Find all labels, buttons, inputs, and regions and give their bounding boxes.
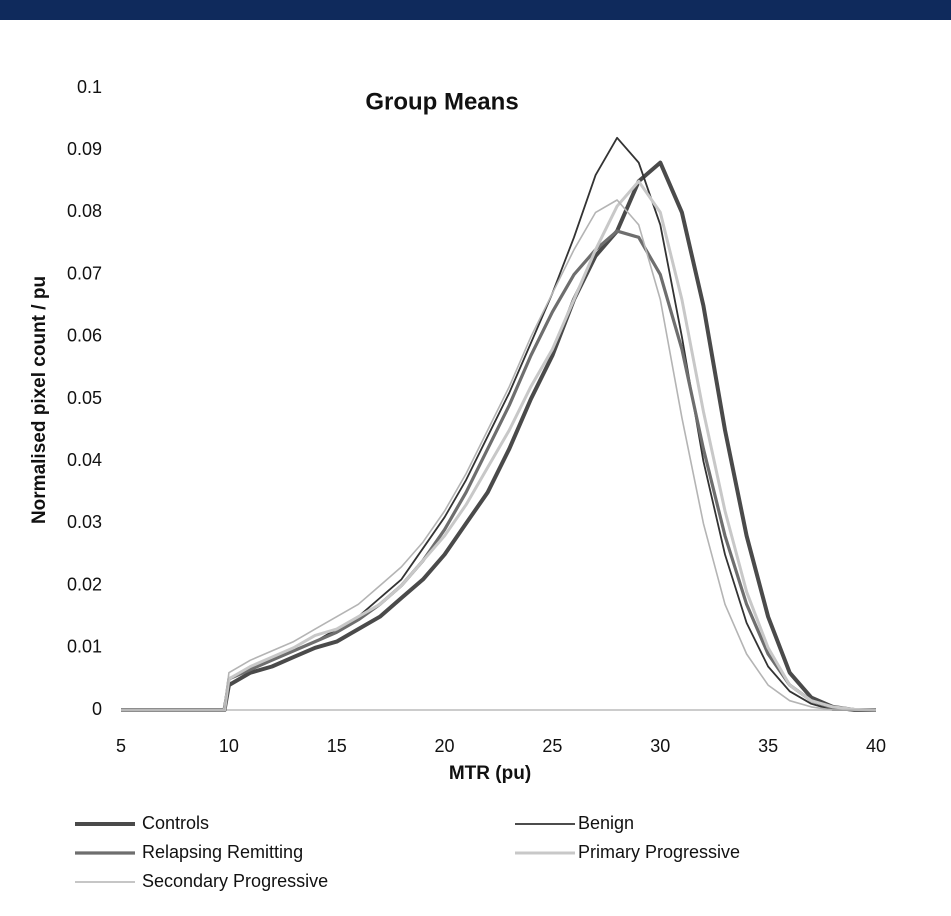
y-tick-label: 0.06 — [67, 326, 102, 346]
x-tick-label: 20 — [435, 736, 455, 756]
legend-label: Benign — [578, 813, 634, 833]
y-tick-label: 0.07 — [67, 263, 102, 283]
y-axis-title: Normalised pixel count / pu — [29, 276, 50, 524]
series-line — [121, 160, 876, 712]
series-line — [121, 179, 877, 712]
y-tick-label: 0.05 — [67, 388, 102, 408]
y-tick-label: 0.01 — [67, 637, 102, 657]
x-tick-label: 5 — [116, 736, 126, 756]
y-tick-label: 0.09 — [67, 139, 102, 159]
legend-label: Secondary Progressive — [142, 871, 328, 891]
y-tick-label: 0.04 — [67, 450, 102, 470]
y-tick-label: 0 — [92, 699, 102, 719]
y-tick-label: 0.08 — [67, 201, 102, 221]
y-tick-label: 0.02 — [67, 574, 102, 594]
legend-label: Controls — [142, 813, 209, 833]
x-tick-label: 15 — [327, 736, 347, 756]
legend-label: Primary Progressive — [578, 842, 740, 862]
legend-label: Relapsing Remitting — [142, 842, 303, 862]
x-tick-label: 35 — [758, 736, 778, 756]
y-tick-label: 0.03 — [67, 512, 102, 532]
header-bar — [0, 0, 951, 20]
series-line — [121, 229, 876, 712]
x-tick-label: 10 — [219, 736, 239, 756]
y-tick-label: 0.1 — [77, 77, 102, 97]
x-tick-label: 30 — [650, 736, 670, 756]
x-tick-label: 40 — [866, 736, 886, 756]
x-tick-label: 25 — [542, 736, 562, 756]
x-axis-title: MTR (pu) — [449, 763, 531, 784]
series-line — [121, 199, 876, 711]
chart-title: Group Means — [365, 88, 518, 115]
